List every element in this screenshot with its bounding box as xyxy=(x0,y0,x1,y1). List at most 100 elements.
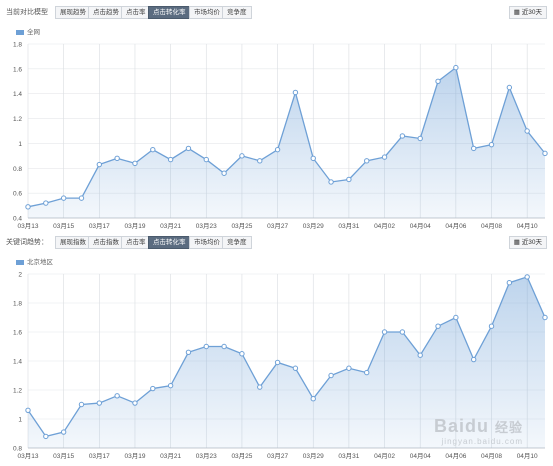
top-point xyxy=(470,145,477,152)
bottom-tab-2[interactable]: 点击率 xyxy=(121,236,151,249)
top-xtick-label: 03月13 xyxy=(18,222,39,230)
bottom-point xyxy=(506,280,513,286)
top-ytick-label: 1.6 xyxy=(13,66,22,73)
top-xtick-label: 03月29 xyxy=(303,222,324,230)
bottom-tab-1[interactable]: 点击指数 xyxy=(88,236,124,249)
bottom-range-button[interactable]: ▦ 近30天 xyxy=(508,236,547,249)
bottom-point xyxy=(43,433,49,440)
top-tab-5[interactable]: 竞争度 xyxy=(222,6,252,19)
top-legend-swatch xyxy=(16,29,24,35)
bottom-toolbar: 关键词趋势： 展现指数 点击指数 点击率 点击转化率 市场均价 竞争度 ▦ 近3… xyxy=(0,234,553,250)
bottom-point xyxy=(239,351,245,357)
bottom-point xyxy=(435,323,441,329)
bottom-xtick-label: 03月23 xyxy=(196,452,217,460)
top-point xyxy=(96,161,103,168)
top-ytick-label: 1.4 xyxy=(13,91,22,98)
top-point xyxy=(274,146,281,153)
bottom-point xyxy=(185,349,192,356)
bottom-xtick-label: 04月04 xyxy=(410,452,431,460)
top-point xyxy=(203,156,209,163)
top-ytick-label: 0.8 xyxy=(13,166,22,173)
baidu-watermark: Baidu 经验 jingyan.baidu.com xyxy=(434,416,523,446)
top-point xyxy=(381,154,388,160)
bottom-range-label: 近30天 xyxy=(521,239,542,246)
top-point xyxy=(239,153,245,159)
bottom-ytick-label: 0.8 xyxy=(13,446,22,453)
bottom-xtick-label: 04月02 xyxy=(374,452,395,460)
bottom-tab-0[interactable]: 展现指数 xyxy=(55,236,91,249)
bottom-point xyxy=(78,401,85,408)
bottom-point xyxy=(274,359,281,366)
top-point xyxy=(185,145,192,152)
top-ytick-label: 1.8 xyxy=(13,42,22,49)
top-point xyxy=(150,146,156,153)
bottom-xtick-label: 04月10 xyxy=(517,452,538,460)
top-toolbar: 当前对比模型 展现趋势 点击趋势 点击率 点击转化率 市场均价 竞争度 ▦ 近3… xyxy=(0,4,553,20)
top-xtick-label: 03月25 xyxy=(231,222,252,230)
top-tab-1[interactable]: 点击趋势 xyxy=(88,6,124,19)
bottom-point xyxy=(364,369,370,376)
top-range-button[interactable]: ▦ 近30天 xyxy=(508,6,547,19)
top-point xyxy=(399,133,406,139)
bottom-series-line xyxy=(27,276,546,438)
bottom-xtick-label: 03月15 xyxy=(53,452,74,460)
bottom-point xyxy=(167,382,174,389)
top-point xyxy=(488,141,495,148)
top-ytick-label: 1.2 xyxy=(13,116,22,123)
bottom-point xyxy=(346,365,352,371)
bottom-point xyxy=(132,400,138,406)
bottom-ytick-label: 1.8 xyxy=(13,301,22,308)
bottom-xtick-label: 04月08 xyxy=(481,452,502,460)
bottom-point xyxy=(470,356,477,363)
top-tab-2[interactable]: 点击率 xyxy=(121,6,151,19)
top-xtick-label: 04月04 xyxy=(410,222,431,230)
top-ytick-label: 1 xyxy=(18,141,22,148)
top-tab-4[interactable]: 市场均价 xyxy=(189,6,225,19)
top-point xyxy=(167,156,174,163)
bottom-legend: 北京地区 xyxy=(16,256,53,266)
watermark-paw: du xyxy=(464,416,489,436)
bottom-ytick-label: 1.4 xyxy=(13,359,22,366)
top-xtick-label: 03月17 xyxy=(89,222,110,230)
bottom-point xyxy=(381,329,388,335)
top-point xyxy=(364,158,370,164)
bottom-point xyxy=(150,385,156,392)
bottom-point xyxy=(25,407,31,414)
top-xtick-label: 03月27 xyxy=(267,222,288,230)
bottom-tab-4[interactable]: 市场均价 xyxy=(189,236,225,249)
bottom-legend-swatch xyxy=(16,259,24,265)
bottom-point xyxy=(203,343,209,350)
bottom-point xyxy=(114,393,120,399)
top-xtick-label: 03月15 xyxy=(53,222,74,230)
top-range-label: 近30天 xyxy=(521,9,542,16)
top-xtick-label: 03月31 xyxy=(338,222,359,230)
bottom-point xyxy=(524,274,530,280)
top-point xyxy=(114,155,120,162)
bottom-xtick-label: 03月29 xyxy=(303,452,324,460)
top-point xyxy=(524,128,530,134)
top-point xyxy=(132,160,138,167)
top-toolbar-label: 当前对比模型 xyxy=(6,9,48,16)
bottom-tab-5[interactable]: 竞争度 xyxy=(222,236,252,249)
bottom-xtick-label: 03月13 xyxy=(18,452,39,460)
top-tab-3[interactable]: 点击转化率 xyxy=(148,6,191,19)
top-point xyxy=(60,195,67,201)
bottom-ytick-label: 2 xyxy=(18,272,22,279)
top-xtick-label: 03月19 xyxy=(124,222,145,230)
top-point xyxy=(78,195,85,201)
top-point xyxy=(542,150,548,157)
bottom-point xyxy=(417,352,423,358)
watermark-domain: jingyan.baidu.com xyxy=(441,437,523,446)
bottom-xtick-label: 03月31 xyxy=(338,452,359,460)
bottom-ytick-label: 1 xyxy=(18,417,22,424)
bottom-point xyxy=(292,365,299,371)
top-point xyxy=(346,176,352,183)
top-xtick-label: 04月08 xyxy=(481,222,502,230)
calendar-icon: ▦ xyxy=(513,239,520,246)
top-tab-0[interactable]: 展现趋势 xyxy=(55,6,91,19)
bottom-tab-3[interactable]: 点击转化率 xyxy=(148,236,191,249)
bottom-point xyxy=(96,400,103,406)
bottom-ytick-label: 1.6 xyxy=(13,330,22,337)
watermark-main: Bai xyxy=(433,416,465,436)
top-point xyxy=(453,64,459,71)
